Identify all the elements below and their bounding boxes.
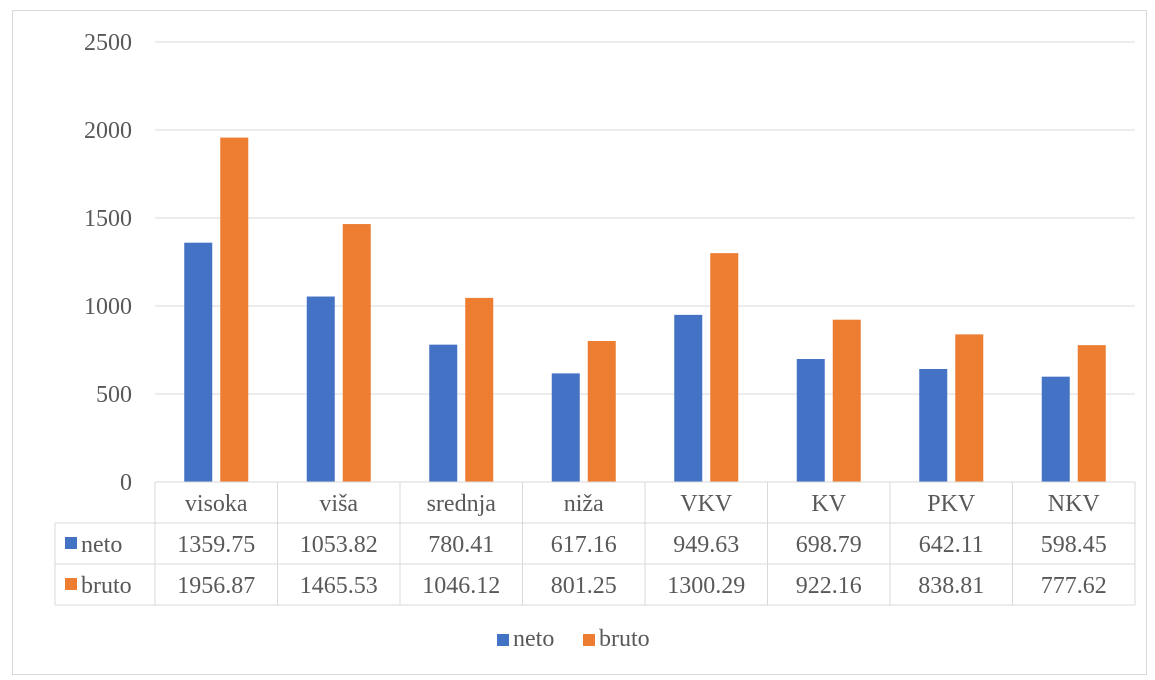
bar-bruto-KV <box>832 319 861 482</box>
y-tick-label: 500 <box>96 382 132 408</box>
bar-bruto-viša <box>342 224 371 483</box>
y-tick-label: 0 <box>120 470 132 496</box>
table-value-cell: 838.81 <box>918 573 984 599</box>
bar-bruto-srednja <box>465 297 494 482</box>
x-category-label: KV <box>811 491 846 517</box>
table-legend-key-bruto <box>65 578 77 590</box>
bar-neto-niža <box>551 373 580 482</box>
table-value-cell: 780.41 <box>428 532 494 558</box>
legend-swatch-bruto <box>583 634 595 646</box>
table-value-cell: 1465.53 <box>300 573 378 599</box>
table-value-cell: 598.45 <box>1041 532 1107 558</box>
x-category-label: PKV <box>927 491 976 517</box>
table-series-label: neto <box>81 532 122 558</box>
bar-bruto-PKV <box>955 334 984 482</box>
x-category-label: visoka <box>185 491 248 517</box>
bar-neto-KV <box>796 359 825 482</box>
bar-neto-VKV <box>674 314 703 482</box>
legend-label: bruto <box>599 626 650 652</box>
table-value-cell: 801.25 <box>551 573 617 599</box>
y-tick-label: 2500 <box>84 30 132 56</box>
table-value-cell: 642.11 <box>919 532 984 558</box>
bar-bruto-visoka <box>220 137 249 482</box>
table-value-cell: 1956.87 <box>177 573 255 599</box>
bar-neto-srednja <box>429 344 458 482</box>
y-tick-label: 1000 <box>84 294 132 320</box>
table-value-cell: 949.63 <box>673 532 739 558</box>
bar-neto-viša <box>306 296 335 482</box>
bar-neto-PKV <box>919 368 948 482</box>
x-category-label: VKV <box>680 491 733 517</box>
bar-neto-NKV <box>1041 376 1070 482</box>
bar-bruto-NKV <box>1077 345 1106 482</box>
y-tick-label: 2000 <box>84 118 132 144</box>
x-category-label: NKV <box>1048 491 1101 517</box>
table-legend-key-neto <box>65 537 77 549</box>
table-value-cell: 777.62 <box>1041 573 1107 599</box>
table-value-cell: 617.16 <box>551 532 617 558</box>
x-category-label: niža <box>564 491 604 517</box>
bar-bruto-VKV <box>710 253 739 482</box>
table-value-cell: 1300.29 <box>667 573 745 599</box>
table-value-cell: 1359.75 <box>177 532 255 558</box>
table-value-cell: 922.16 <box>796 573 862 599</box>
y-tick-label: 1500 <box>84 206 132 232</box>
table-value-cell: 1053.82 <box>300 532 378 558</box>
legend-label: neto <box>513 626 554 652</box>
bar-bruto-niža <box>587 340 616 482</box>
table-series-label: bruto <box>81 573 132 599</box>
table-value-cell: 1046.12 <box>422 573 500 599</box>
table-value-cell: 698.79 <box>796 532 862 558</box>
legend-swatch-neto <box>497 634 509 646</box>
bar-neto-visoka <box>184 242 213 482</box>
x-category-label: srednja <box>427 491 497 517</box>
x-category-label: viša <box>319 491 358 517</box>
